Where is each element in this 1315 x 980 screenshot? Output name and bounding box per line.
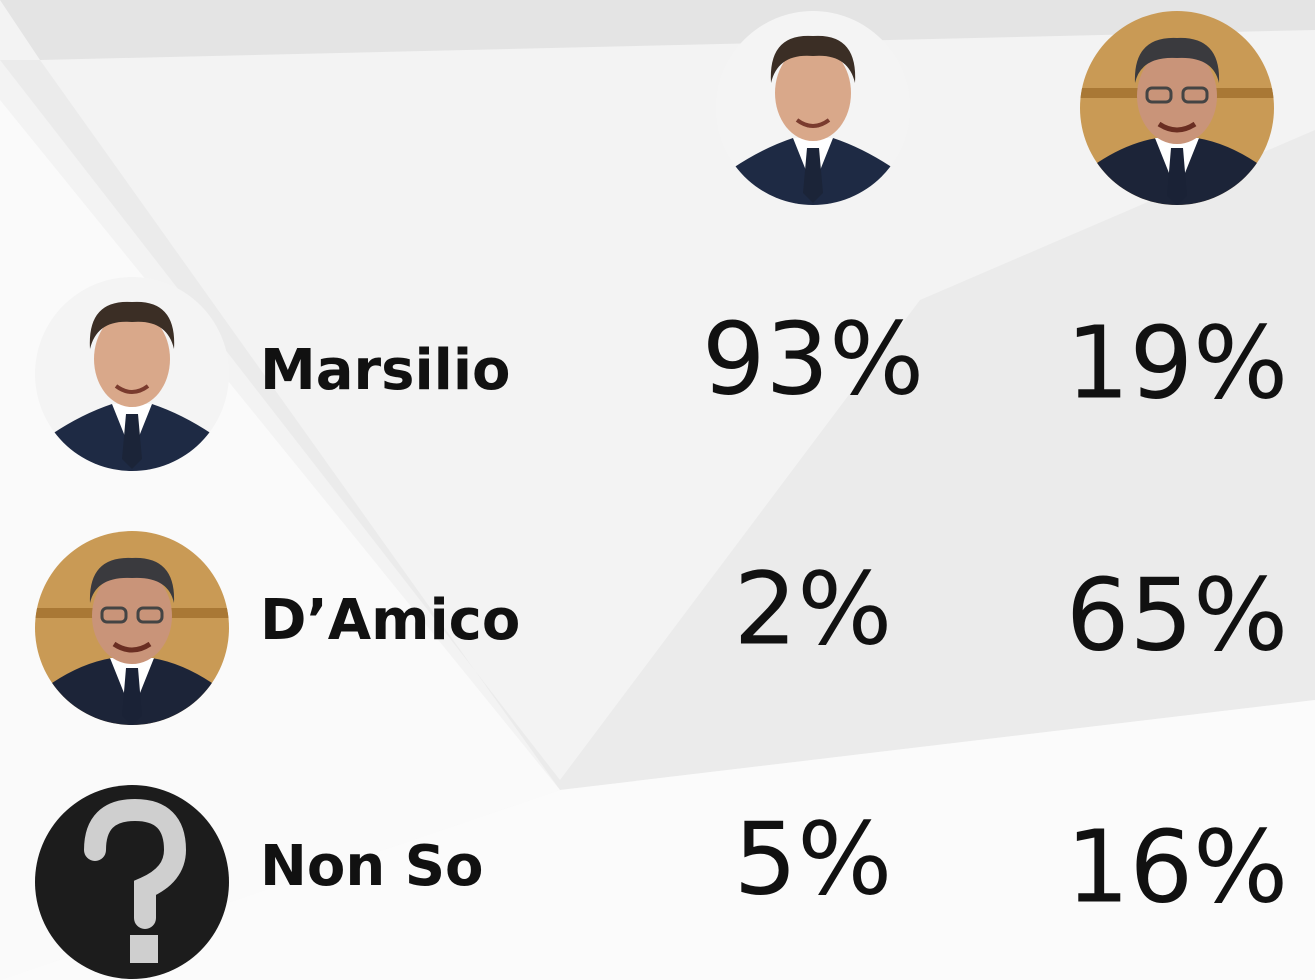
row-label: Marsilio (260, 338, 511, 403)
background-shape (0, 60, 1315, 790)
percentage: 65% (1066, 556, 1288, 673)
background-shape (0, 700, 1315, 980)
percentage: 5% (734, 800, 893, 917)
percentage: 2% (734, 550, 893, 667)
percentage: 16% (1066, 808, 1288, 925)
percentage: 93% (702, 300, 924, 417)
background-shape (0, 0, 1315, 60)
row-label: Non So (260, 834, 484, 899)
row-photo (35, 785, 229, 979)
row-label: D’Amico (260, 588, 520, 653)
percentage: 19% (1066, 304, 1288, 421)
